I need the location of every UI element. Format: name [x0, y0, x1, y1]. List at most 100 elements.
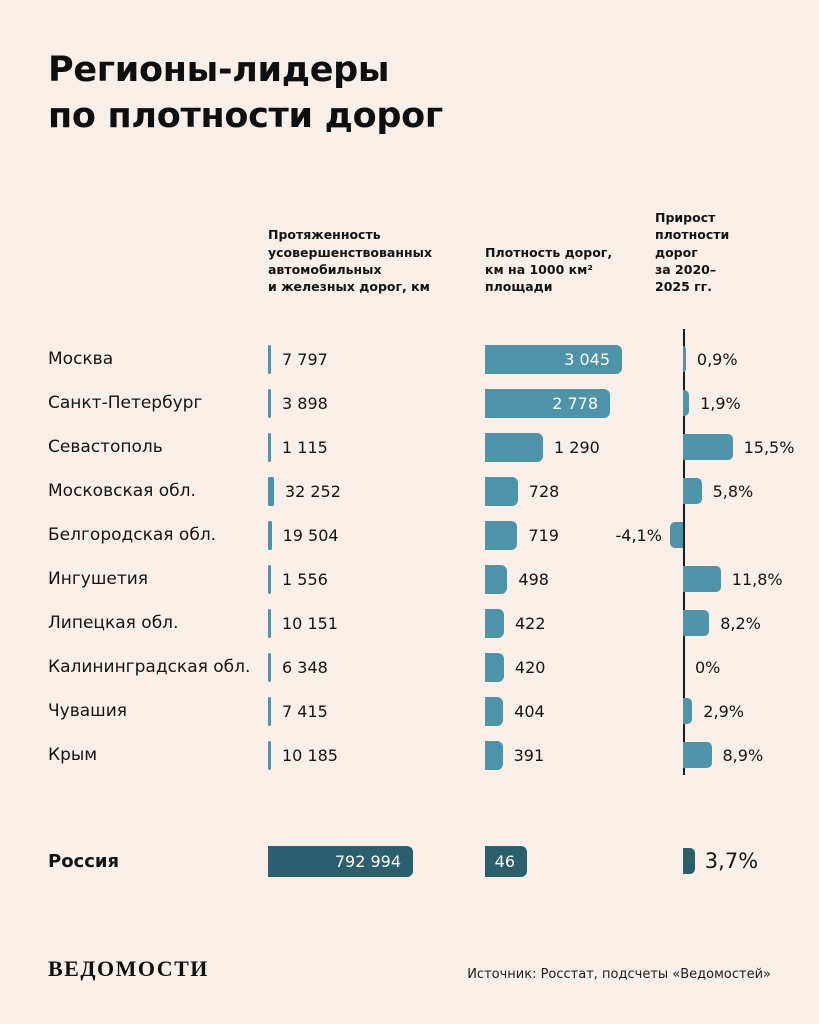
length-bar: [268, 564, 271, 594]
region-row: Липецкая обл. 10 151 422 8,2%: [48, 601, 771, 645]
length-cell: 19 504: [268, 513, 485, 557]
region-label: Чувашия: [48, 701, 127, 722]
length-value: 7 797: [282, 349, 328, 369]
growth-cell: 3,7%: [683, 837, 771, 885]
length-bar: 792 994: [268, 845, 413, 877]
source-note: Источник: Росстат, подсчеты «Ведомостей»: [467, 967, 771, 982]
length-value: 7 415: [282, 701, 328, 721]
length-bar: [268, 652, 271, 682]
length-cell: 1 556: [268, 557, 485, 601]
region-label: Липецкая обл.: [48, 613, 179, 634]
growth-bar: [683, 848, 695, 875]
density-cell: 1 290: [485, 425, 683, 469]
region-row: Крым 10 185 391 8,9%: [48, 733, 771, 777]
density-value: 1 290: [554, 437, 600, 457]
length-bar: [268, 388, 271, 418]
density-bar: [485, 608, 504, 638]
length-cell: 10 151: [268, 601, 485, 645]
total-row-russia: Россия 792 994 46 3,7%: [48, 837, 771, 885]
density-value: 391: [513, 745, 545, 765]
density-bar: 2 778: [485, 388, 610, 418]
density-cell: 719: [485, 513, 683, 557]
density-value: 2 778: [552, 393, 598, 413]
growth-bar: [683, 434, 733, 461]
length-cell: 1 115: [268, 425, 485, 469]
column-header-length: Протяженность усовершенствованных автомо…: [268, 227, 433, 294]
density-value: 46: [494, 851, 515, 871]
growth-bar: [669, 522, 683, 549]
growth-value: 0,9%: [696, 349, 738, 369]
region-label: Ингушетия: [48, 569, 149, 590]
region-label: Севастополь: [48, 437, 163, 458]
region-label: Санкт-Петербург: [48, 393, 203, 414]
growth-cell: 5,8%: [683, 469, 771, 513]
page-title: Регионы-лидеры по плотности дорог: [48, 48, 771, 139]
density-cell: 728: [485, 469, 683, 513]
length-value: 6 348: [282, 657, 328, 677]
density-value: 498: [518, 569, 549, 589]
vedomosti-logo: ВЕДОМОСТИ: [48, 956, 209, 981]
length-bar: [268, 476, 274, 506]
region-row: Севастополь 1 115 1 290 15,5%: [48, 425, 794, 469]
growth-value: 8,2%: [720, 613, 761, 633]
region-row: Белгородская обл. 19 504 719 -4,1%: [48, 513, 771, 557]
length-value: 10 151: [282, 613, 338, 633]
density-value: 3 045: [564, 349, 610, 369]
length-bar: [268, 740, 271, 770]
region-label: Москва: [48, 349, 114, 370]
growth-cell: 0%: [683, 645, 771, 689]
growth-value: 2,9%: [703, 701, 744, 721]
region-row: Санкт-Петербург 3 898 2 778 1,9%: [48, 381, 771, 425]
density-cell: 2 778: [485, 381, 683, 425]
growth-cell: 2,9%: [683, 689, 771, 733]
length-value: 10 185: [282, 745, 338, 765]
length-value: 1 115: [282, 437, 328, 457]
length-value: 792 994: [334, 851, 401, 871]
region-row: Москва 7 797 3 045 0,9%: [48, 337, 771, 381]
density-cell: 420: [485, 645, 683, 689]
region-label: Крым: [48, 745, 98, 766]
density-value: 728: [528, 481, 560, 501]
density-bar: [485, 696, 504, 726]
density-value: 404: [514, 701, 545, 721]
growth-bar: [683, 346, 686, 373]
growth-bar: [683, 566, 721, 593]
length-value: 19 504: [282, 525, 339, 545]
length-bar: [268, 608, 271, 638]
title-line-1: Регионы-лидеры: [48, 50, 390, 90]
length-cell: 6 348: [268, 645, 485, 689]
density-cell: 404: [485, 689, 683, 733]
length-cell: 792 994: [268, 837, 485, 885]
density-value: 422: [515, 613, 546, 633]
density-bar: 3 045: [485, 344, 622, 374]
region-label: Калининградская обл.: [48, 657, 251, 678]
density-cell: 422: [485, 601, 683, 645]
region-row: Московская обл. 32 252 728 5,8%: [48, 469, 771, 513]
growth-bar: [683, 742, 712, 769]
density-value: 719: [528, 525, 559, 545]
density-bar: [485, 564, 508, 594]
region-label: Россия: [48, 850, 120, 872]
growth-value: 15,5%: [743, 437, 795, 457]
column-headers: Протяженность усовершенствованных автомо…: [48, 209, 771, 295]
growth-value: 8,9%: [722, 745, 764, 765]
region-row: Калининградская обл. 6 348 420 0%: [48, 645, 771, 689]
density-value: 420: [514, 657, 546, 677]
density-cell: 3 045: [485, 337, 683, 381]
length-value: 3 898: [282, 393, 328, 413]
density-cell: 46: [485, 837, 683, 885]
growth-cell: 1,9%: [683, 381, 771, 425]
chart-rows: Москва 7 797 3 045 0,9% Санкт-Петербург 3 898…: [48, 329, 794, 777]
density-bar: [485, 476, 518, 506]
density-bar: 46: [485, 845, 527, 877]
growth-value: 5,8%: [712, 481, 754, 501]
length-cell: 7 415: [268, 689, 485, 733]
growth-bar: [683, 478, 702, 505]
growth-value: -4,1%: [615, 525, 662, 545]
density-bar: [485, 740, 503, 770]
growth-bar: [683, 698, 693, 725]
length-cell: 32 252: [268, 469, 485, 513]
length-bar: [268, 344, 271, 374]
growth-cell: 11,8%: [683, 557, 783, 601]
